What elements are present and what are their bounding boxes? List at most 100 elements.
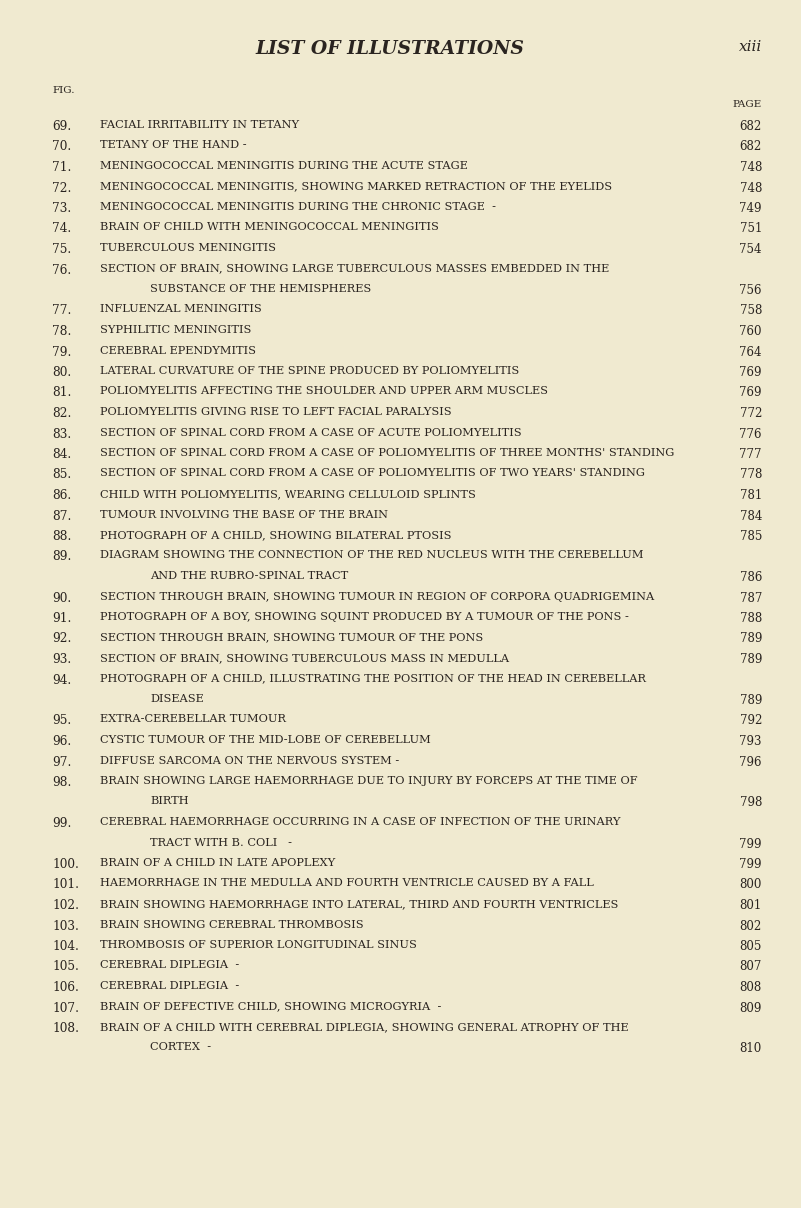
Text: DIAGRAM SHOWING THE CONNECTION OF THE RED NUCLEUS WITH THE CEREBELLUM: DIAGRAM SHOWING THE CONNECTION OF THE RE…	[100, 551, 643, 561]
Text: CORTEX  -: CORTEX -	[150, 1043, 211, 1052]
Text: SUBSTANCE OF THE HEMISPHERES: SUBSTANCE OF THE HEMISPHERES	[150, 284, 371, 294]
Text: SECTION OF SPINAL CORD FROM A CASE OF POLIOMYELITIS OF THREE MONTHS' STANDING: SECTION OF SPINAL CORD FROM A CASE OF PO…	[100, 448, 674, 458]
Text: PHOTOGRAPH OF A BOY, SHOWING SQUINT PRODUCED BY A TUMOUR OF THE PONS -: PHOTOGRAPH OF A BOY, SHOWING SQUINT PROD…	[100, 612, 629, 622]
Text: 805: 805	[739, 940, 762, 953]
Text: BRAIN SHOWING HAEMORRHAGE INTO LATERAL, THIRD AND FOURTH VENTRICLES: BRAIN SHOWING HAEMORRHAGE INTO LATERAL, …	[100, 899, 618, 908]
Text: 98.: 98.	[52, 776, 71, 789]
Text: 751: 751	[739, 222, 762, 236]
Text: 789: 789	[739, 695, 762, 707]
Text: INFLUENZAL MENINGITIS: INFLUENZAL MENINGITIS	[100, 304, 262, 314]
Text: CYSTIC TUMOUR OF THE MID-LOBE OF CEREBELLUM: CYSTIC TUMOUR OF THE MID-LOBE OF CEREBEL…	[100, 734, 431, 745]
Text: 81.: 81.	[52, 387, 71, 400]
Text: MENINGOCOCCAL MENINGITIS DURING THE ACUTE STAGE: MENINGOCOCCAL MENINGITIS DURING THE ACUT…	[100, 161, 468, 172]
Text: 101.: 101.	[52, 878, 79, 892]
Text: 802: 802	[740, 919, 762, 933]
Text: 784: 784	[739, 510, 762, 523]
Text: SECTION THROUGH BRAIN, SHOWING TUMOUR OF THE PONS: SECTION THROUGH BRAIN, SHOWING TUMOUR OF…	[100, 633, 483, 643]
Text: 769: 769	[739, 387, 762, 400]
Text: SECTION OF BRAIN, SHOWING LARGE TUBERCULOUS MASSES EMBEDDED IN THE: SECTION OF BRAIN, SHOWING LARGE TUBERCUL…	[100, 263, 610, 273]
Text: 772: 772	[739, 407, 762, 420]
Text: HAEMORRHAGE IN THE MEDULLA AND FOURTH VENTRICLE CAUSED BY A FALL: HAEMORRHAGE IN THE MEDULLA AND FOURTH VE…	[100, 878, 594, 889]
Text: FIG.: FIG.	[52, 86, 74, 95]
Text: SECTION OF SPINAL CORD FROM A CASE OF POLIOMYELITIS OF TWO YEARS' STANDING: SECTION OF SPINAL CORD FROM A CASE OF PO…	[100, 469, 645, 478]
Text: 70.: 70.	[52, 140, 71, 153]
Text: 778: 778	[739, 469, 762, 482]
Text: CEREBRAL DIPLEGIA  -: CEREBRAL DIPLEGIA -	[100, 960, 239, 970]
Text: 776: 776	[739, 428, 762, 441]
Text: PHOTOGRAPH OF A CHILD, SHOWING BILATERAL PTOSIS: PHOTOGRAPH OF A CHILD, SHOWING BILATERAL…	[100, 530, 452, 540]
Text: SYPHILITIC MENINGITIS: SYPHILITIC MENINGITIS	[100, 325, 252, 335]
Text: 96.: 96.	[52, 734, 71, 748]
Text: 103.: 103.	[52, 919, 78, 933]
Text: 756: 756	[739, 284, 762, 297]
Text: 801: 801	[740, 899, 762, 912]
Text: 82.: 82.	[52, 407, 71, 420]
Text: CHILD WITH POLIOMYELITIS, WEARING CELLULOID SPLINTS: CHILD WITH POLIOMYELITIS, WEARING CELLUL…	[100, 489, 476, 499]
Text: 100.: 100.	[52, 858, 78, 871]
Text: 108.: 108.	[52, 1022, 79, 1035]
Text: 788: 788	[740, 612, 762, 625]
Text: 810: 810	[740, 1043, 762, 1056]
Text: BRAIN SHOWING CEREBRAL THROMBOSIS: BRAIN SHOWING CEREBRAL THROMBOSIS	[100, 919, 364, 929]
Text: DISEASE: DISEASE	[150, 695, 203, 704]
Text: 97.: 97.	[52, 755, 71, 768]
Text: BRAIN SHOWING LARGE HAEMORRHAGE DUE TO INJURY BY FORCEPS AT THE TIME OF: BRAIN SHOWING LARGE HAEMORRHAGE DUE TO I…	[100, 776, 638, 786]
Text: 94.: 94.	[52, 674, 71, 686]
Text: 77.: 77.	[52, 304, 71, 318]
Text: THROMBOSIS OF SUPERIOR LONGITUDINAL SINUS: THROMBOSIS OF SUPERIOR LONGITUDINAL SINU…	[100, 940, 417, 949]
Text: 807: 807	[739, 960, 762, 974]
Text: 83.: 83.	[52, 428, 71, 441]
Text: 785: 785	[739, 530, 762, 544]
Text: DIFFUSE SARCOMA ON THE NERVOUS SYSTEM -: DIFFUSE SARCOMA ON THE NERVOUS SYSTEM -	[100, 755, 399, 766]
Text: 796: 796	[739, 755, 762, 768]
Text: LIST OF ILLUSTRATIONS: LIST OF ILLUSTRATIONS	[256, 40, 525, 58]
Text: 777: 777	[739, 448, 762, 461]
Text: 682: 682	[740, 140, 762, 153]
Text: 107.: 107.	[52, 1001, 79, 1015]
Text: 69.: 69.	[52, 120, 71, 133]
Text: 79.: 79.	[52, 345, 71, 359]
Text: 71.: 71.	[52, 161, 71, 174]
Text: 84.: 84.	[52, 448, 71, 461]
Text: CEREBRAL DIPLEGIA  -: CEREBRAL DIPLEGIA -	[100, 981, 239, 991]
Text: 74.: 74.	[52, 222, 71, 236]
Text: 793: 793	[739, 734, 762, 748]
Text: FACIAL IRRITABILITY IN TETANY: FACIAL IRRITABILITY IN TETANY	[100, 120, 299, 130]
Text: 760: 760	[739, 325, 762, 338]
Text: 88.: 88.	[52, 530, 71, 544]
Text: 99.: 99.	[52, 817, 71, 830]
Text: TUBERCULOUS MENINGITIS: TUBERCULOUS MENINGITIS	[100, 243, 276, 252]
Text: 781: 781	[740, 489, 762, 503]
Text: 809: 809	[739, 1001, 762, 1015]
Text: 682: 682	[740, 120, 762, 133]
Text: 86.: 86.	[52, 489, 71, 503]
Text: 104.: 104.	[52, 940, 78, 953]
Text: 72.: 72.	[52, 181, 71, 194]
Text: 73.: 73.	[52, 202, 71, 215]
Text: BRAIN OF DEFECTIVE CHILD, SHOWING MICROGYRIA  -: BRAIN OF DEFECTIVE CHILD, SHOWING MICROG…	[100, 1001, 441, 1011]
Text: POLIOMYELITIS AFFECTING THE SHOULDER AND UPPER ARM MUSCLES: POLIOMYELITIS AFFECTING THE SHOULDER AND…	[100, 387, 548, 396]
Text: BRAIN OF CHILD WITH MENINGOCOCCAL MENINGITIS: BRAIN OF CHILD WITH MENINGOCOCCAL MENING…	[100, 222, 439, 232]
Text: 754: 754	[739, 243, 762, 256]
Text: 799: 799	[739, 858, 762, 871]
Text: 748: 748	[739, 161, 762, 174]
Text: 787: 787	[739, 592, 762, 604]
Text: 749: 749	[739, 202, 762, 215]
Text: PAGE: PAGE	[733, 100, 762, 109]
Text: MENINGOCOCCAL MENINGITIS, SHOWING MARKED RETRACTION OF THE EYELIDS: MENINGOCOCCAL MENINGITIS, SHOWING MARKED…	[100, 181, 612, 192]
Text: xiii: xiii	[739, 40, 762, 54]
Text: 90.: 90.	[52, 592, 71, 604]
Text: 78.: 78.	[52, 325, 71, 338]
Text: 764: 764	[739, 345, 762, 359]
Text: 758: 758	[739, 304, 762, 318]
Text: 808: 808	[740, 981, 762, 994]
Text: 95.: 95.	[52, 714, 71, 727]
Text: SECTION THROUGH BRAIN, SHOWING TUMOUR IN REGION OF CORPORA QUADRIGEMINA: SECTION THROUGH BRAIN, SHOWING TUMOUR IN…	[100, 592, 654, 602]
Text: 76.: 76.	[52, 263, 71, 277]
Text: CEREBRAL HAEMORRHAGE OCCURRING IN A CASE OF INFECTION OF THE URINARY: CEREBRAL HAEMORRHAGE OCCURRING IN A CASE…	[100, 817, 621, 827]
Text: LATERAL CURVATURE OF THE SPINE PRODUCED BY POLIOMYELITIS: LATERAL CURVATURE OF THE SPINE PRODUCED …	[100, 366, 519, 376]
Text: 748: 748	[739, 181, 762, 194]
Text: 102.: 102.	[52, 899, 79, 912]
Text: AND THE RUBRO-SPINAL TRACT: AND THE RUBRO-SPINAL TRACT	[150, 571, 348, 581]
Text: TUMOUR INVOLVING THE BASE OF THE BRAIN: TUMOUR INVOLVING THE BASE OF THE BRAIN	[100, 510, 388, 519]
